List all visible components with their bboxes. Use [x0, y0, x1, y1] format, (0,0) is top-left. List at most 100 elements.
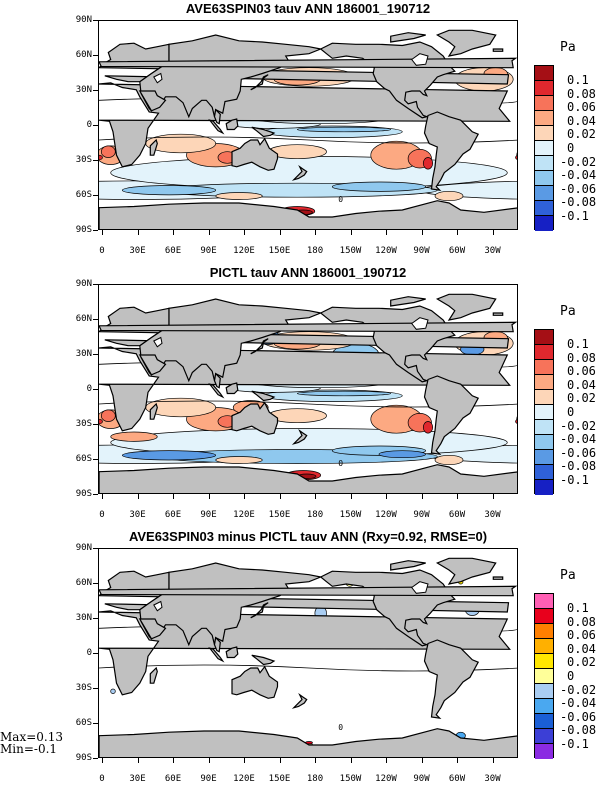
colorbar-swatch	[535, 81, 553, 96]
longitude-label: 60E	[164, 774, 182, 784]
land-polygon	[291, 429, 308, 445]
longitude-label: 60W	[448, 774, 466, 784]
contour-region	[215, 192, 263, 200]
longitude-label: 30W	[484, 246, 501, 256]
land-polygon	[251, 126, 276, 138]
colorbar-swatch	[535, 330, 553, 345]
latitude-label: 30S	[75, 419, 92, 429]
land-polygon	[390, 32, 426, 43]
land-polygon	[231, 665, 279, 699]
contour-region	[378, 450, 426, 459]
land-polygon	[423, 639, 480, 720]
longitude-label: 120E	[233, 510, 255, 520]
colorbar-label: -0.02	[560, 682, 597, 697]
inland-water	[410, 317, 429, 330]
contour-region	[331, 181, 427, 192]
land-polygon	[251, 654, 276, 666]
colorbar-swatch	[535, 624, 553, 639]
longitude-tick	[315, 758, 316, 763]
latitude-tick	[93, 55, 98, 56]
longitude-tick	[457, 494, 458, 499]
longitude-tick	[173, 758, 174, 763]
colorbar-label: -0.02	[560, 418, 597, 433]
latitude-tick	[93, 424, 98, 425]
longitude-label: 150W	[339, 510, 362, 520]
longitude-tick	[386, 758, 387, 763]
land-polygon	[390, 560, 426, 571]
longitude-tick	[208, 230, 210, 235]
land-polygon	[208, 119, 225, 135]
longitude-tick	[279, 494, 281, 499]
map-panel: AVE63SPIN03 tauv ANN 186001_19071200090N…	[0, 2, 608, 266]
longitude-tick	[137, 230, 139, 235]
land-polygon	[251, 390, 276, 402]
latitude-tick	[93, 618, 98, 619]
colorbar-swatch	[535, 216, 553, 231]
contour-region	[515, 155, 517, 160]
latitude-label: 90N	[75, 279, 92, 289]
panel-title: AVE63SPIN03 minus PICTL tauv ANN (Rxy=0.…	[128, 529, 488, 544]
colorbar-unit: Pa	[560, 568, 576, 583]
latitude-tick	[93, 758, 98, 759]
land-polygon	[231, 137, 279, 171]
longitude-tick	[492, 230, 494, 235]
colorbar-swatch	[535, 609, 553, 624]
colorbar-label: 0.04	[567, 641, 596, 656]
land-polygon	[492, 48, 504, 52]
land-polygon	[99, 728, 517, 757]
land-polygon	[225, 382, 239, 395]
contour-region	[215, 456, 263, 464]
colorbar-swatch	[535, 420, 553, 435]
longitude-label: 60W	[448, 246, 466, 256]
longitude-label: 90W	[413, 774, 430, 784]
longitude-label: 120E	[233, 246, 255, 256]
colorbar-label: -0.04	[560, 696, 597, 711]
longitude-tick	[137, 494, 139, 499]
latitude-tick	[93, 20, 98, 21]
longitude-label: 90E	[200, 510, 217, 520]
latitude-tick	[93, 160, 98, 161]
longitude-tick	[492, 494, 494, 499]
colorbar-unit: Pa	[560, 304, 576, 319]
contour-region	[422, 157, 434, 170]
latitude-label: 60S	[75, 454, 92, 464]
longitude-tick	[315, 494, 316, 499]
land-polygon	[208, 647, 225, 663]
land-polygon	[291, 165, 308, 181]
longitude-label: 150E	[268, 246, 291, 256]
colorbar-label: -0.06	[560, 181, 597, 196]
contour-region	[296, 126, 392, 133]
inland-water	[410, 581, 429, 594]
longitude-label: 30W	[484, 774, 501, 784]
contour-region	[434, 190, 464, 202]
colorbar-label: 0.1	[567, 601, 589, 615]
latitude-label: 0	[86, 648, 92, 658]
latitude-tick	[93, 284, 98, 285]
colorbar-swatch	[535, 345, 553, 360]
colorbar-label: 0.02	[567, 655, 596, 670]
colorbar-label: -0.04	[560, 432, 597, 447]
longitude-tick	[173, 494, 174, 499]
colorbar-swatch	[535, 684, 553, 699]
latitude-label: 60N	[75, 314, 92, 324]
contour-region	[515, 419, 517, 424]
longitude-tick	[244, 494, 245, 499]
land-polygon	[99, 200, 517, 229]
colorbar-unit: Pa	[560, 40, 576, 55]
colorbar-label: -0.1	[560, 209, 589, 223]
longitude-tick	[244, 758, 245, 763]
latitude-label: 60N	[75, 50, 92, 60]
land-polygon	[435, 29, 497, 57]
longitude-tick	[350, 230, 352, 235]
latitude-label: 0	[86, 384, 92, 394]
land-polygon	[149, 402, 158, 420]
colorbar-swatch	[535, 714, 553, 729]
longitude-label: 150W	[339, 774, 362, 784]
colorbar-swatch	[535, 639, 553, 654]
min-value-text: Min=-0.1	[0, 742, 58, 756]
colorbar-swatch	[535, 405, 553, 420]
colorbar-label: 0.02	[567, 391, 596, 406]
colorbar-swatch	[535, 699, 553, 714]
field-shading	[99, 67, 517, 217]
colorbar-label: -0.08	[560, 723, 597, 738]
